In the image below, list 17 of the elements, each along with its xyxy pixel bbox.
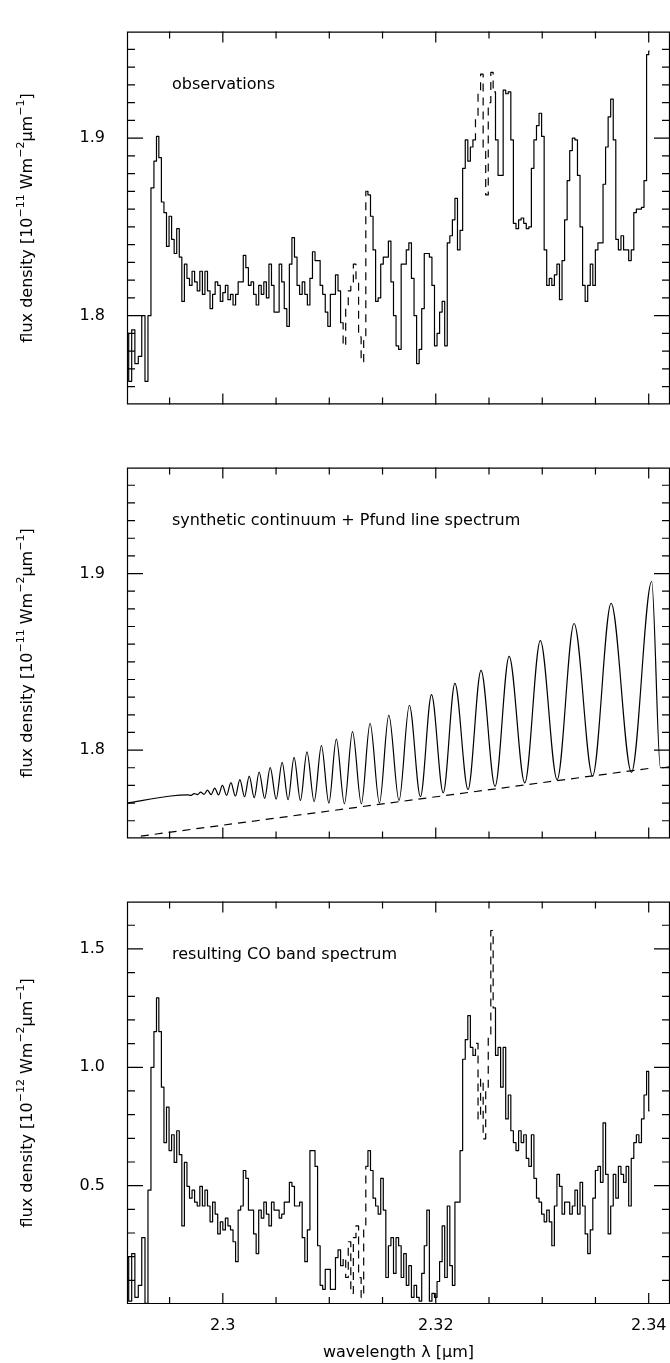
x-axis-title: wavelength λ [μm] [322, 1341, 475, 1361]
annotation: observations [172, 73, 275, 93]
x-tick-label: 2.34 [630, 1314, 667, 1334]
y-tick-label: 1.0 [79, 1056, 105, 1076]
y-tick-label: 0.5 [79, 1174, 105, 1194]
y-tick-label: 1.5 [79, 938, 105, 958]
y-axis-title: flux density [10−11 Wm−2μm−1] [14, 93, 37, 343]
x-tick-label: 2.32 [417, 1314, 454, 1334]
y-tick-label: 1.9 [79, 127, 105, 147]
annotation: resulting CO band spectrum [172, 943, 397, 963]
y-axis-title: flux density [10−12 Wm−2μm−1] [14, 978, 37, 1228]
annotation: synthetic continuum + Pfund line spectrum [172, 509, 521, 529]
y-tick-label: 1.9 [79, 562, 105, 582]
y-tick-label: 1.8 [79, 304, 105, 324]
y-tick-label: 1.8 [79, 739, 105, 759]
x-tick-label: 2.3 [210, 1314, 236, 1334]
y-axis-title: flux density [10−11 Wm−2μm−1] [14, 528, 37, 778]
